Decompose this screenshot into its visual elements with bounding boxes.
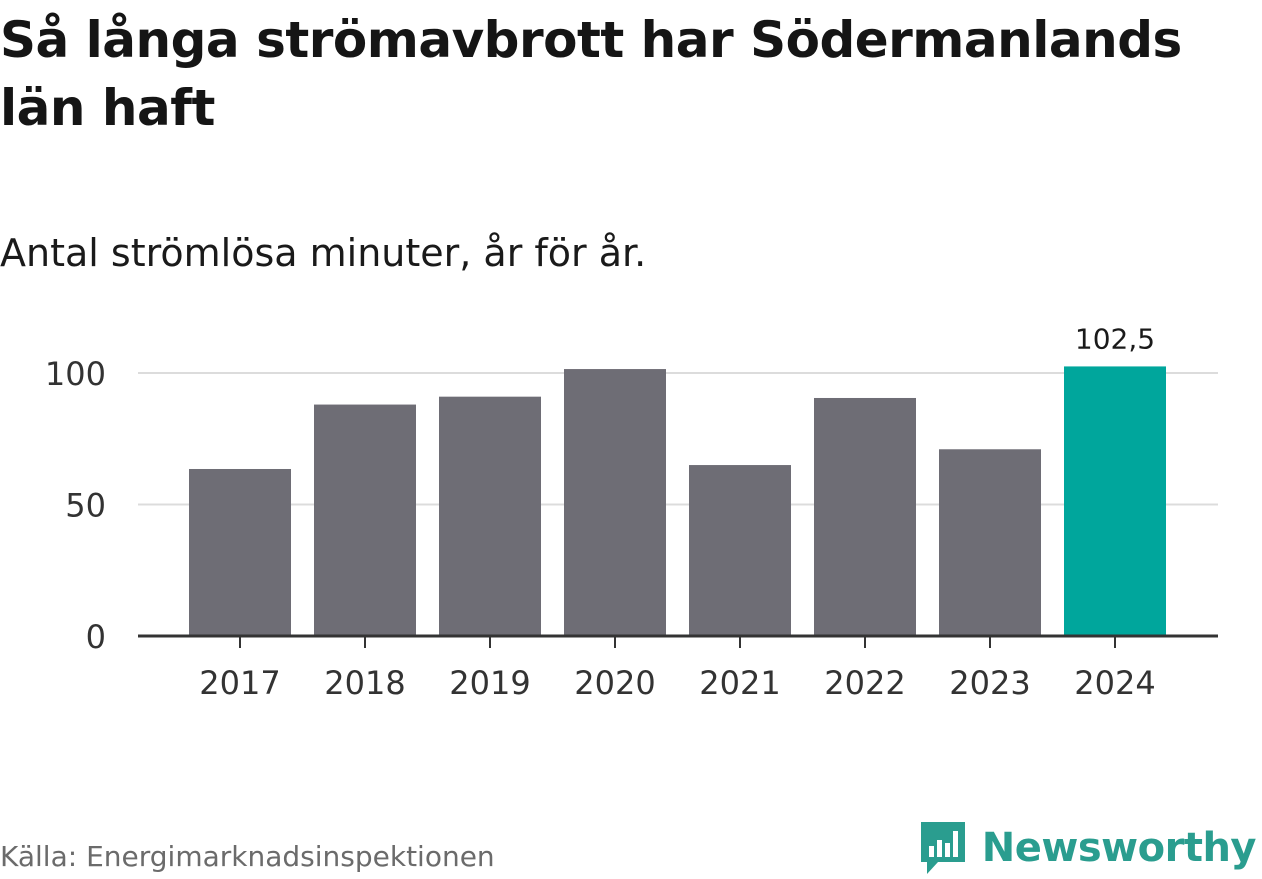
x-tick-label: 2022 bbox=[824, 664, 905, 702]
brand-logo[interactable]: Newsworthy bbox=[918, 818, 1257, 878]
x-tick-label: 2019 bbox=[449, 664, 530, 702]
bar-2023 bbox=[939, 449, 1041, 636]
x-tick-label: 2021 bbox=[699, 664, 780, 702]
bar-2022 bbox=[814, 397, 916, 636]
bar-2019 bbox=[439, 396, 541, 636]
y-tick-label: 100 bbox=[45, 355, 106, 393]
brand-name: Newsworthy bbox=[981, 825, 1257, 871]
bar-2017 bbox=[189, 468, 291, 636]
x-tick-label: 2017 bbox=[199, 664, 280, 702]
bar-chart-speech-bubble-icon bbox=[920, 822, 965, 874]
bar-2024 bbox=[1064, 366, 1166, 636]
y-tick-label: 0 bbox=[86, 618, 106, 656]
gridlines bbox=[138, 372, 1218, 506]
data-label: 102,5 bbox=[1075, 322, 1155, 355]
x-tick-label: 2018 bbox=[324, 664, 405, 702]
source-note: Källa: Energimarknadsinspektionen bbox=[0, 840, 495, 873]
bar-2018 bbox=[314, 404, 416, 636]
x-tick-label: 2023 bbox=[949, 664, 1030, 702]
x-axis: 2017 2018 2019 2020 2021 2022 2023 2024 bbox=[138, 634, 1218, 702]
chart-subtitle: Antal strömlösa minuter, år för år. bbox=[0, 231, 647, 275]
bars bbox=[189, 366, 1166, 636]
bar-2021 bbox=[689, 465, 791, 636]
x-tick-label: 2020 bbox=[574, 664, 655, 702]
chart-title: Så långa strömavbrott har Södermanlands … bbox=[0, 11, 1182, 137]
bar-2020 bbox=[564, 369, 666, 636]
data-labels: 102,5 bbox=[1075, 322, 1155, 355]
y-axis-ticks: 0 50 100 bbox=[45, 355, 106, 656]
y-tick-label: 50 bbox=[65, 487, 106, 525]
x-tick-label: 2024 bbox=[1074, 664, 1155, 702]
